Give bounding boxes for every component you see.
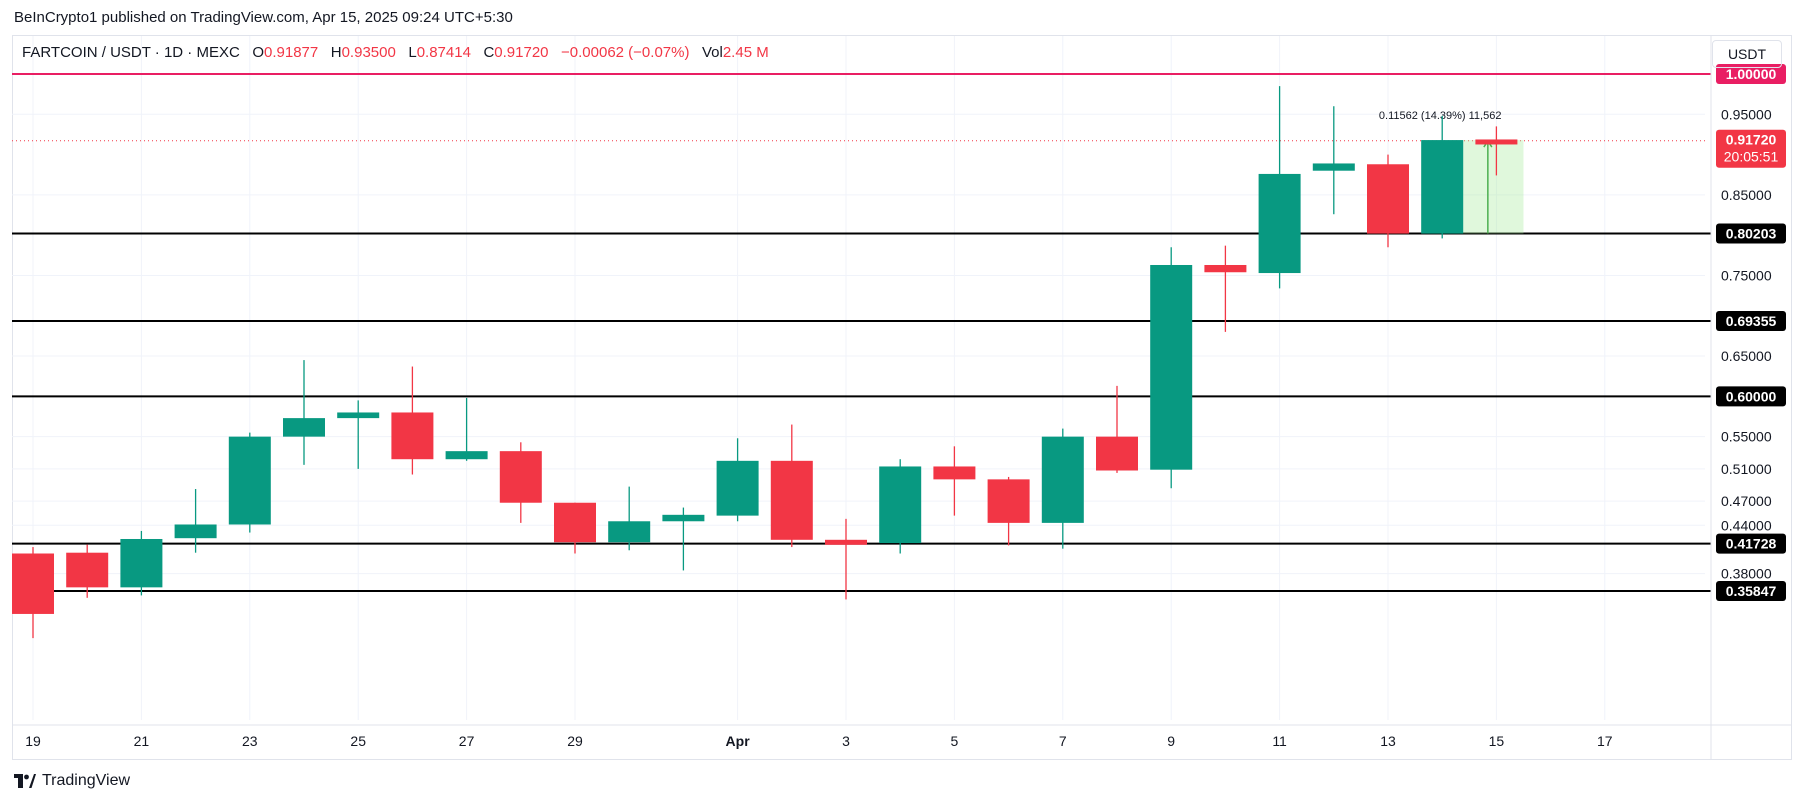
candle-body [1096,436,1138,471]
candle-body [879,466,922,544]
time-tick-label: 21 [134,733,150,749]
candle-body [608,521,651,543]
time-tick-label: 5 [951,733,959,749]
time-tick-label: 19 [25,733,41,749]
level-tag-label: 0.35847 [1726,583,1777,599]
volume-value: 2.45 M [722,44,769,61]
time-tick-label: 15 [1489,733,1505,749]
close-label: C [483,44,495,61]
candle-body [12,553,54,614]
candle-body [228,436,271,525]
symbol-title[interactable]: FARTCOIN / USDT · 1D · MEXC [22,44,240,61]
candle-body [445,451,488,460]
low-value: 0.87414 [416,44,471,61]
time-tick-label: Apr [726,733,751,749]
candle-body [987,479,1030,523]
high-label: H [330,44,342,61]
current-price-label: 0.91720 [1726,132,1777,148]
candle-body [554,502,596,543]
level-tag-label: 0.80203 [1726,226,1777,242]
tradingview-brand[interactable]: TradingView [14,772,130,790]
candle-body [499,451,542,503]
time-tick-label: 23 [242,733,258,749]
level-tag-bg [1716,581,1786,601]
open-label: O [252,44,264,61]
time-tick-label: 25 [350,733,366,749]
time-tick-label: 13 [1380,733,1396,749]
price-tick-label: 0.95000 [1721,106,1772,122]
time-tick-label: 3 [842,733,850,749]
candle-body [1475,139,1518,145]
candle-body [1204,264,1247,273]
candle-body [174,524,217,539]
grid [12,36,1705,720]
open-value: 0.91877 [264,44,319,61]
price-tick-label: 0.75000 [1721,267,1772,283]
level-tag-bg [1716,310,1786,331]
price-tick-label: 0.47000 [1721,493,1772,509]
low-label: L [408,44,417,61]
change-value: −0.00062 (−0.07%) [561,44,690,61]
level-tag-bg [1716,386,1786,407]
publisher-line: BeInCrypto1 published on TradingView.com… [14,9,513,26]
price-tick-label: 0.51000 [1721,461,1772,477]
candle-body [1367,164,1409,234]
tradingview-logo-icon [14,774,36,788]
candle-body [66,552,109,588]
level-tag-label: 0.60000 [1726,388,1777,404]
time-tick-label: 17 [1597,733,1613,749]
close-value: 0.91720 [494,44,549,61]
candle-body [1421,140,1464,234]
level-tag-label: 0.41728 [1726,536,1777,552]
candle-body [933,466,976,480]
countdown-label: 20:05:51 [1724,149,1779,165]
chart-frame [12,35,1792,760]
high-value: 0.93500 [341,44,396,61]
candle-body [716,460,759,516]
level-tag-bg [1716,223,1786,244]
candle-body [391,412,434,460]
level-tag-bg [1716,533,1786,554]
price-tick-label: 0.38000 [1721,566,1772,582]
time-tick-label: 27 [459,733,475,749]
candles [12,86,1518,639]
time-tick-label: 29 [567,733,583,749]
candle-body [662,514,705,522]
time-axis: 19 21 23 25 27 29 Apr 3 5 7 9 11 13 15 17 [25,733,1613,749]
candle-body [1041,436,1084,523]
price-tick-label: 0.85000 [1721,187,1772,203]
level-tag-label: 0.69355 [1726,313,1777,329]
price-axis: 0.95000 0.85000 0.75000 0.65000 0.55000 0.510… [12,36,1792,760]
price-tick-label: 0.55000 [1721,429,1772,445]
candle-body [825,539,867,545]
level-tag-bg [1716,64,1786,84]
volume-label: Vol [701,44,723,61]
candle-body [1312,163,1355,171]
current-price-tag-bg [1716,129,1786,168]
time-tick-label: 9 [1167,733,1175,749]
candle-body [770,460,813,540]
symbol-legend: FARTCOIN / USDT · 1D · MEXC O0.91877 H0.… [22,44,769,61]
brand-name: TradingView [42,772,131,789]
candle-body [1258,173,1301,274]
level-tag-label: 1.00000 [1726,66,1777,82]
candle-body [337,412,380,419]
currency-button[interactable]: USDT [1712,40,1782,68]
candle-body [1150,264,1193,470]
time-tick-label: 11 [1272,733,1287,749]
candle-body [283,418,325,437]
candle-body [120,538,163,588]
price-tick-label: 0.65000 [1721,348,1772,364]
time-tick-label: 7 [1059,733,1067,749]
measure-label: 0.11562 (14.39%) 11,562 [1379,110,1502,122]
price-tick-label: 0.44000 [1721,517,1772,533]
